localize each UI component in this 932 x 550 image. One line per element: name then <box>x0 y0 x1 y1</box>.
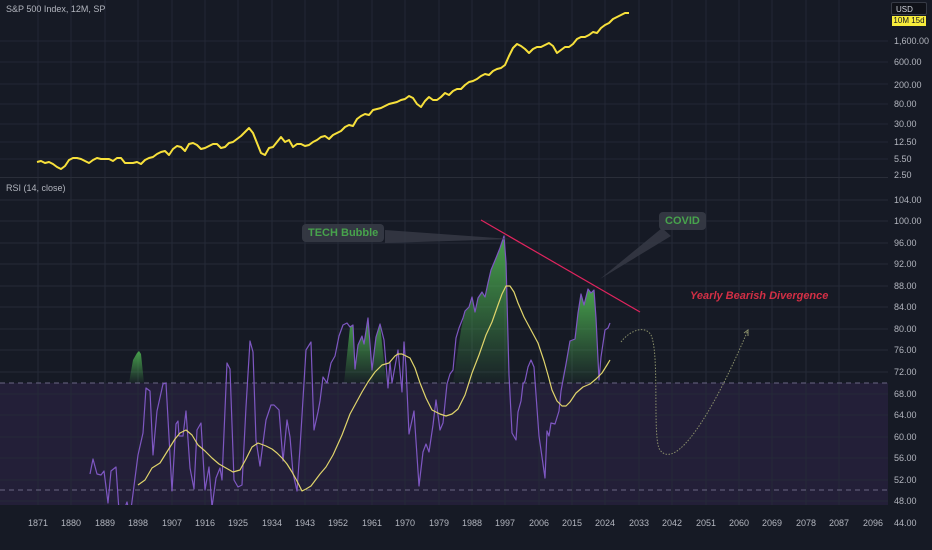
rsi-tick: 96.00 <box>894 238 917 248</box>
time-axis[interactable]: 1871 1880 1889 1898 1907 1916 1925 1934 … <box>0 505 888 550</box>
pane-separator[interactable] <box>0 177 932 178</box>
rsi-tick: 100.00 <box>894 216 922 226</box>
rsi-tick: 60.00 <box>894 432 917 442</box>
grid <box>0 0 888 177</box>
time-tick: 2078 <box>795 518 817 528</box>
time-tick: 1898 <box>127 518 149 528</box>
rsi-pane[interactable]: RSI (14, close) TECH Bubble COVID Yearly… <box>0 178 888 505</box>
time-tick: 2051 <box>695 518 717 528</box>
time-tick: 2087 <box>828 518 850 528</box>
time-tick: 2033 <box>628 518 650 528</box>
rsi-tick: 64.00 <box>894 410 917 420</box>
rsi-tick: 104.00 <box>894 195 922 205</box>
rsi-tick: 80.00 <box>894 324 917 334</box>
time-tick: 2006 <box>528 518 550 528</box>
time-tick: 1970 <box>394 518 416 528</box>
price-pane[interactable]: S&P 500 Index, 12M, SP <box>0 0 888 177</box>
projection-path[interactable] <box>620 329 749 455</box>
time-tick: 2024 <box>594 518 616 528</box>
rsi-tick: 88.00 <box>894 281 917 291</box>
divergence-trendline[interactable] <box>480 219 641 313</box>
rsi-tick: 52.00 <box>894 475 917 485</box>
price-tick: 2.50 <box>894 170 912 180</box>
price-tick: 1,600.00 <box>894 36 930 46</box>
time-tick: 2015 <box>561 518 583 528</box>
projection-arrowhead-icon <box>743 329 749 336</box>
price-tick: 30.00 <box>894 119 917 129</box>
time-tick: 1925 <box>227 518 249 528</box>
price-tick: 5.50 <box>894 154 912 164</box>
rsi-tick: 68.00 <box>894 389 917 399</box>
rsi-legend[interactable]: RSI (14, close) <box>6 183 66 193</box>
divergence-label[interactable]: Yearly Bearish Divergence <box>690 290 829 302</box>
price-line <box>36 12 629 170</box>
overbought-fill <box>129 236 599 383</box>
time-tick: 1871 <box>27 518 49 528</box>
time-tick: 1997 <box>494 518 516 528</box>
currency-button[interactable]: USD <box>891 2 927 15</box>
time-tick: 1880 <box>60 518 82 528</box>
time-tick: 2069 <box>761 518 783 528</box>
rsi-tick: 48.00 <box>894 496 917 506</box>
rsi-tick: 76.00 <box>894 345 917 355</box>
time-tick: 1934 <box>261 518 283 528</box>
time-tick: 2096 <box>862 518 884 528</box>
price-chart <box>0 0 888 177</box>
price-axis[interactable]: 1,600.00 600.00 200.00 80.00 30.00 12.50… <box>888 0 932 528</box>
price-tick: 200.00 <box>894 80 922 90</box>
time-tick: 1916 <box>194 518 216 528</box>
rsi-ma-line <box>137 285 611 492</box>
bar-countdown-badge: 10M 15d <box>892 16 926 26</box>
rsi-tick: 92.00 <box>894 259 917 269</box>
rsi-chart <box>0 178 888 505</box>
covid-pointer <box>600 228 671 279</box>
time-tick: 2060 <box>728 518 750 528</box>
rsi-tick: 72.00 <box>894 367 917 377</box>
time-tick: 1961 <box>361 518 383 528</box>
time-tick: 1952 <box>327 518 349 528</box>
time-tick: 1988 <box>461 518 483 528</box>
time-tick: 1979 <box>428 518 450 528</box>
rsi-tick: 56.00 <box>894 453 917 463</box>
time-tick: 1943 <box>294 518 316 528</box>
tech-bubble-pointer <box>385 230 511 243</box>
time-tick: 1907 <box>161 518 183 528</box>
symbol-legend[interactable]: S&P 500 Index, 12M, SP <box>6 4 106 14</box>
rsi-tick: 84.00 <box>894 302 917 312</box>
rsi-tick: 44.00 <box>894 518 917 528</box>
price-tick: 600.00 <box>894 57 922 67</box>
rsi-line <box>89 235 611 505</box>
rsi-band <box>0 383 888 505</box>
covid-callout[interactable]: COVID <box>659 212 706 230</box>
price-tick: 80.00 <box>894 99 917 109</box>
price-tick: 12.50 <box>894 137 917 147</box>
tech-bubble-callout[interactable]: TECH Bubble <box>302 224 385 242</box>
time-tick: 1889 <box>94 518 116 528</box>
time-tick: 2042 <box>661 518 683 528</box>
